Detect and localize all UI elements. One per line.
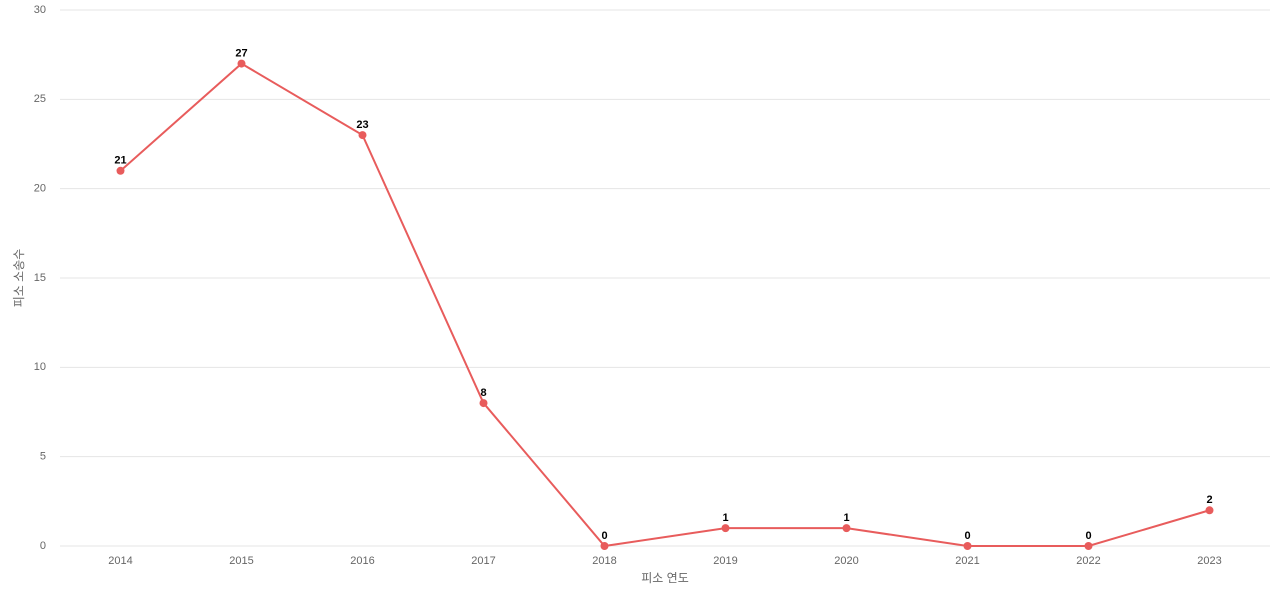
value-label: 1 xyxy=(843,512,849,524)
point xyxy=(1084,542,1093,550)
y-tick-label: 25 xyxy=(34,93,46,105)
y-tick-label: 15 xyxy=(34,272,46,284)
x-tick-label: 2023 xyxy=(1197,555,1221,567)
point xyxy=(600,542,609,550)
point xyxy=(479,399,488,408)
value-label: 1 xyxy=(722,512,728,524)
x-tick-label: 2017 xyxy=(471,555,495,567)
value-label: 27 xyxy=(235,48,247,60)
y-tick-label: 20 xyxy=(34,183,46,195)
y-tick-label: 5 xyxy=(40,451,46,463)
x-tick-label: 2021 xyxy=(955,555,979,567)
x-tick-label: 2014 xyxy=(108,555,132,567)
y-axis-title: 피소 소송수 xyxy=(12,249,26,308)
value-label: 2 xyxy=(1206,494,1212,506)
line xyxy=(119,62,1210,548)
value-label: 8 xyxy=(480,387,486,399)
x-tick-label: 2019 xyxy=(713,555,737,567)
point xyxy=(237,59,246,68)
point xyxy=(1205,506,1214,515)
point xyxy=(116,166,125,175)
value-label: 21 xyxy=(114,155,126,167)
value-label: 23 xyxy=(356,119,368,131)
value-label: 0 xyxy=(601,530,607,542)
x-tick-label: 2018 xyxy=(592,555,616,567)
value-label: 0 xyxy=(1085,530,1091,542)
x-tick-label: 2020 xyxy=(834,555,858,567)
x-tick-label: 2016 xyxy=(350,555,374,567)
point xyxy=(721,524,730,533)
x-tick-label: 2015 xyxy=(229,555,253,567)
y-tick-label: 0 xyxy=(40,540,46,552)
y-tick-label: 30 xyxy=(34,4,46,16)
point xyxy=(358,131,367,140)
y-tick-label: 10 xyxy=(34,361,46,373)
point xyxy=(842,524,851,533)
value-label: 0 xyxy=(964,530,970,542)
x-axis-title: 피소 연도 xyxy=(641,571,689,585)
x-tick-label: 2022 xyxy=(1076,555,1100,567)
point xyxy=(963,542,972,550)
